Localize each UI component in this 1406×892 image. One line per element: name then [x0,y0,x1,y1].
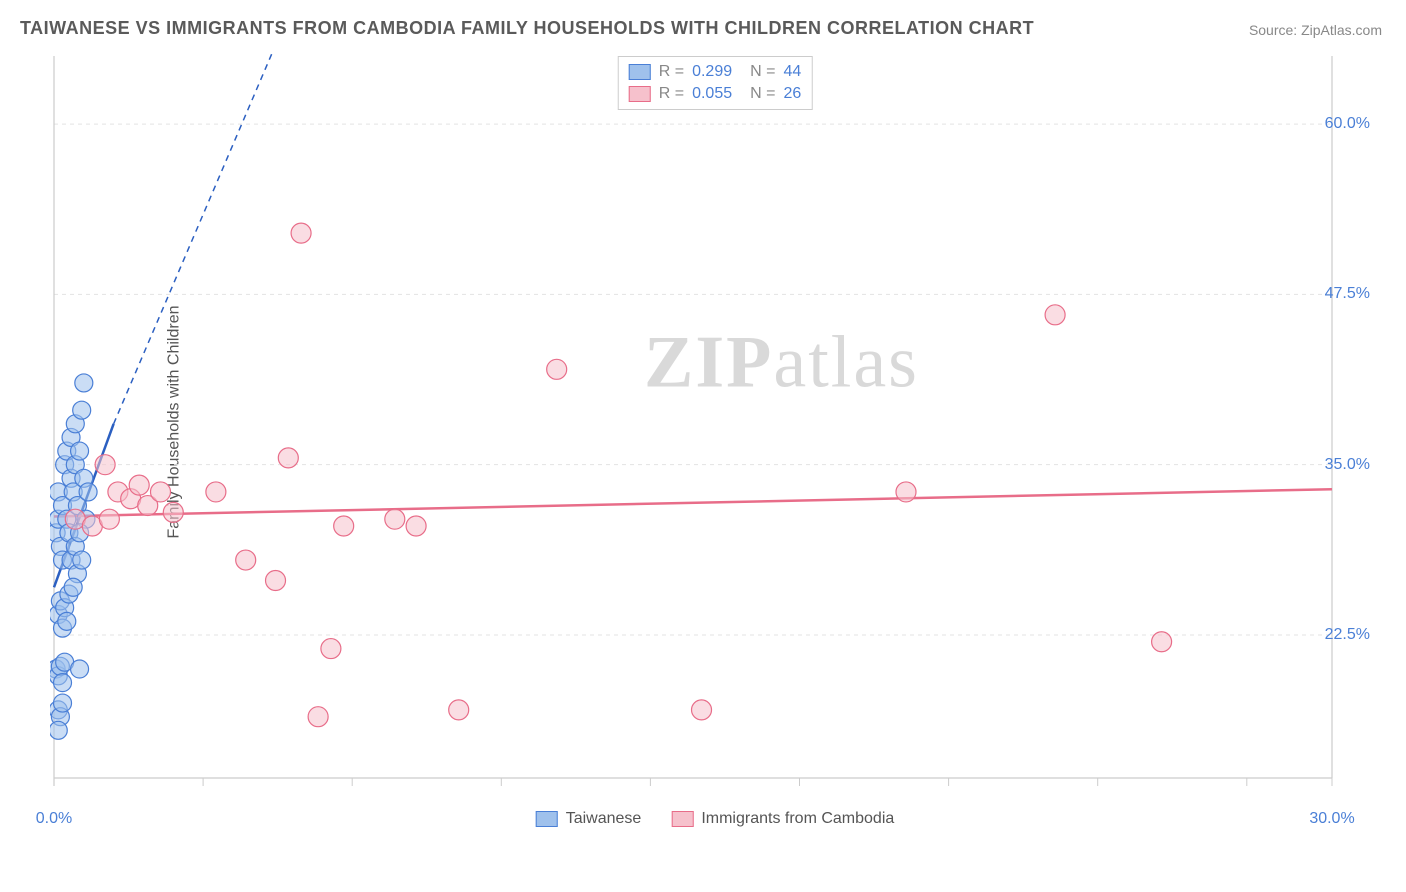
y-tick-label: 35.0% [1325,456,1370,474]
stats-row-cambodia: R = 0.055 N = 26 [629,83,802,105]
swatch-cambodia [629,86,651,102]
legend-item-cambodia: Immigrants from Cambodia [671,810,894,828]
legend-label: Immigrants from Cambodia [701,810,894,828]
legend-swatch-taiwanese [536,811,558,827]
legend-label: Taiwanese [566,810,642,828]
source-attribution: Source: ZipAtlas.com [1249,22,1382,38]
series-legend: Taiwanese Immigrants from Cambodia [536,810,895,828]
legend-swatch-cambodia [671,811,693,827]
swatch-taiwanese [629,64,651,80]
chart-title: TAIWANESE VS IMMIGRANTS FROM CAMBODIA FA… [20,18,1034,39]
stats-row-taiwanese: R = 0.299 N = 44 [629,61,802,83]
scatter-chart [50,52,1380,792]
y-tick-label: 22.5% [1325,626,1370,644]
y-tick-label: 60.0% [1325,115,1370,133]
x-tick-label: 30.0% [1309,810,1354,828]
x-tick-label: 0.0% [36,810,72,828]
chart-area: Family Households with Children R = 0.29… [50,52,1380,792]
stats-legend: R = 0.299 N = 44 R = 0.055 N = 26 [618,56,813,110]
y-tick-label: 47.5% [1325,285,1370,303]
legend-item-taiwanese: Taiwanese [536,810,642,828]
